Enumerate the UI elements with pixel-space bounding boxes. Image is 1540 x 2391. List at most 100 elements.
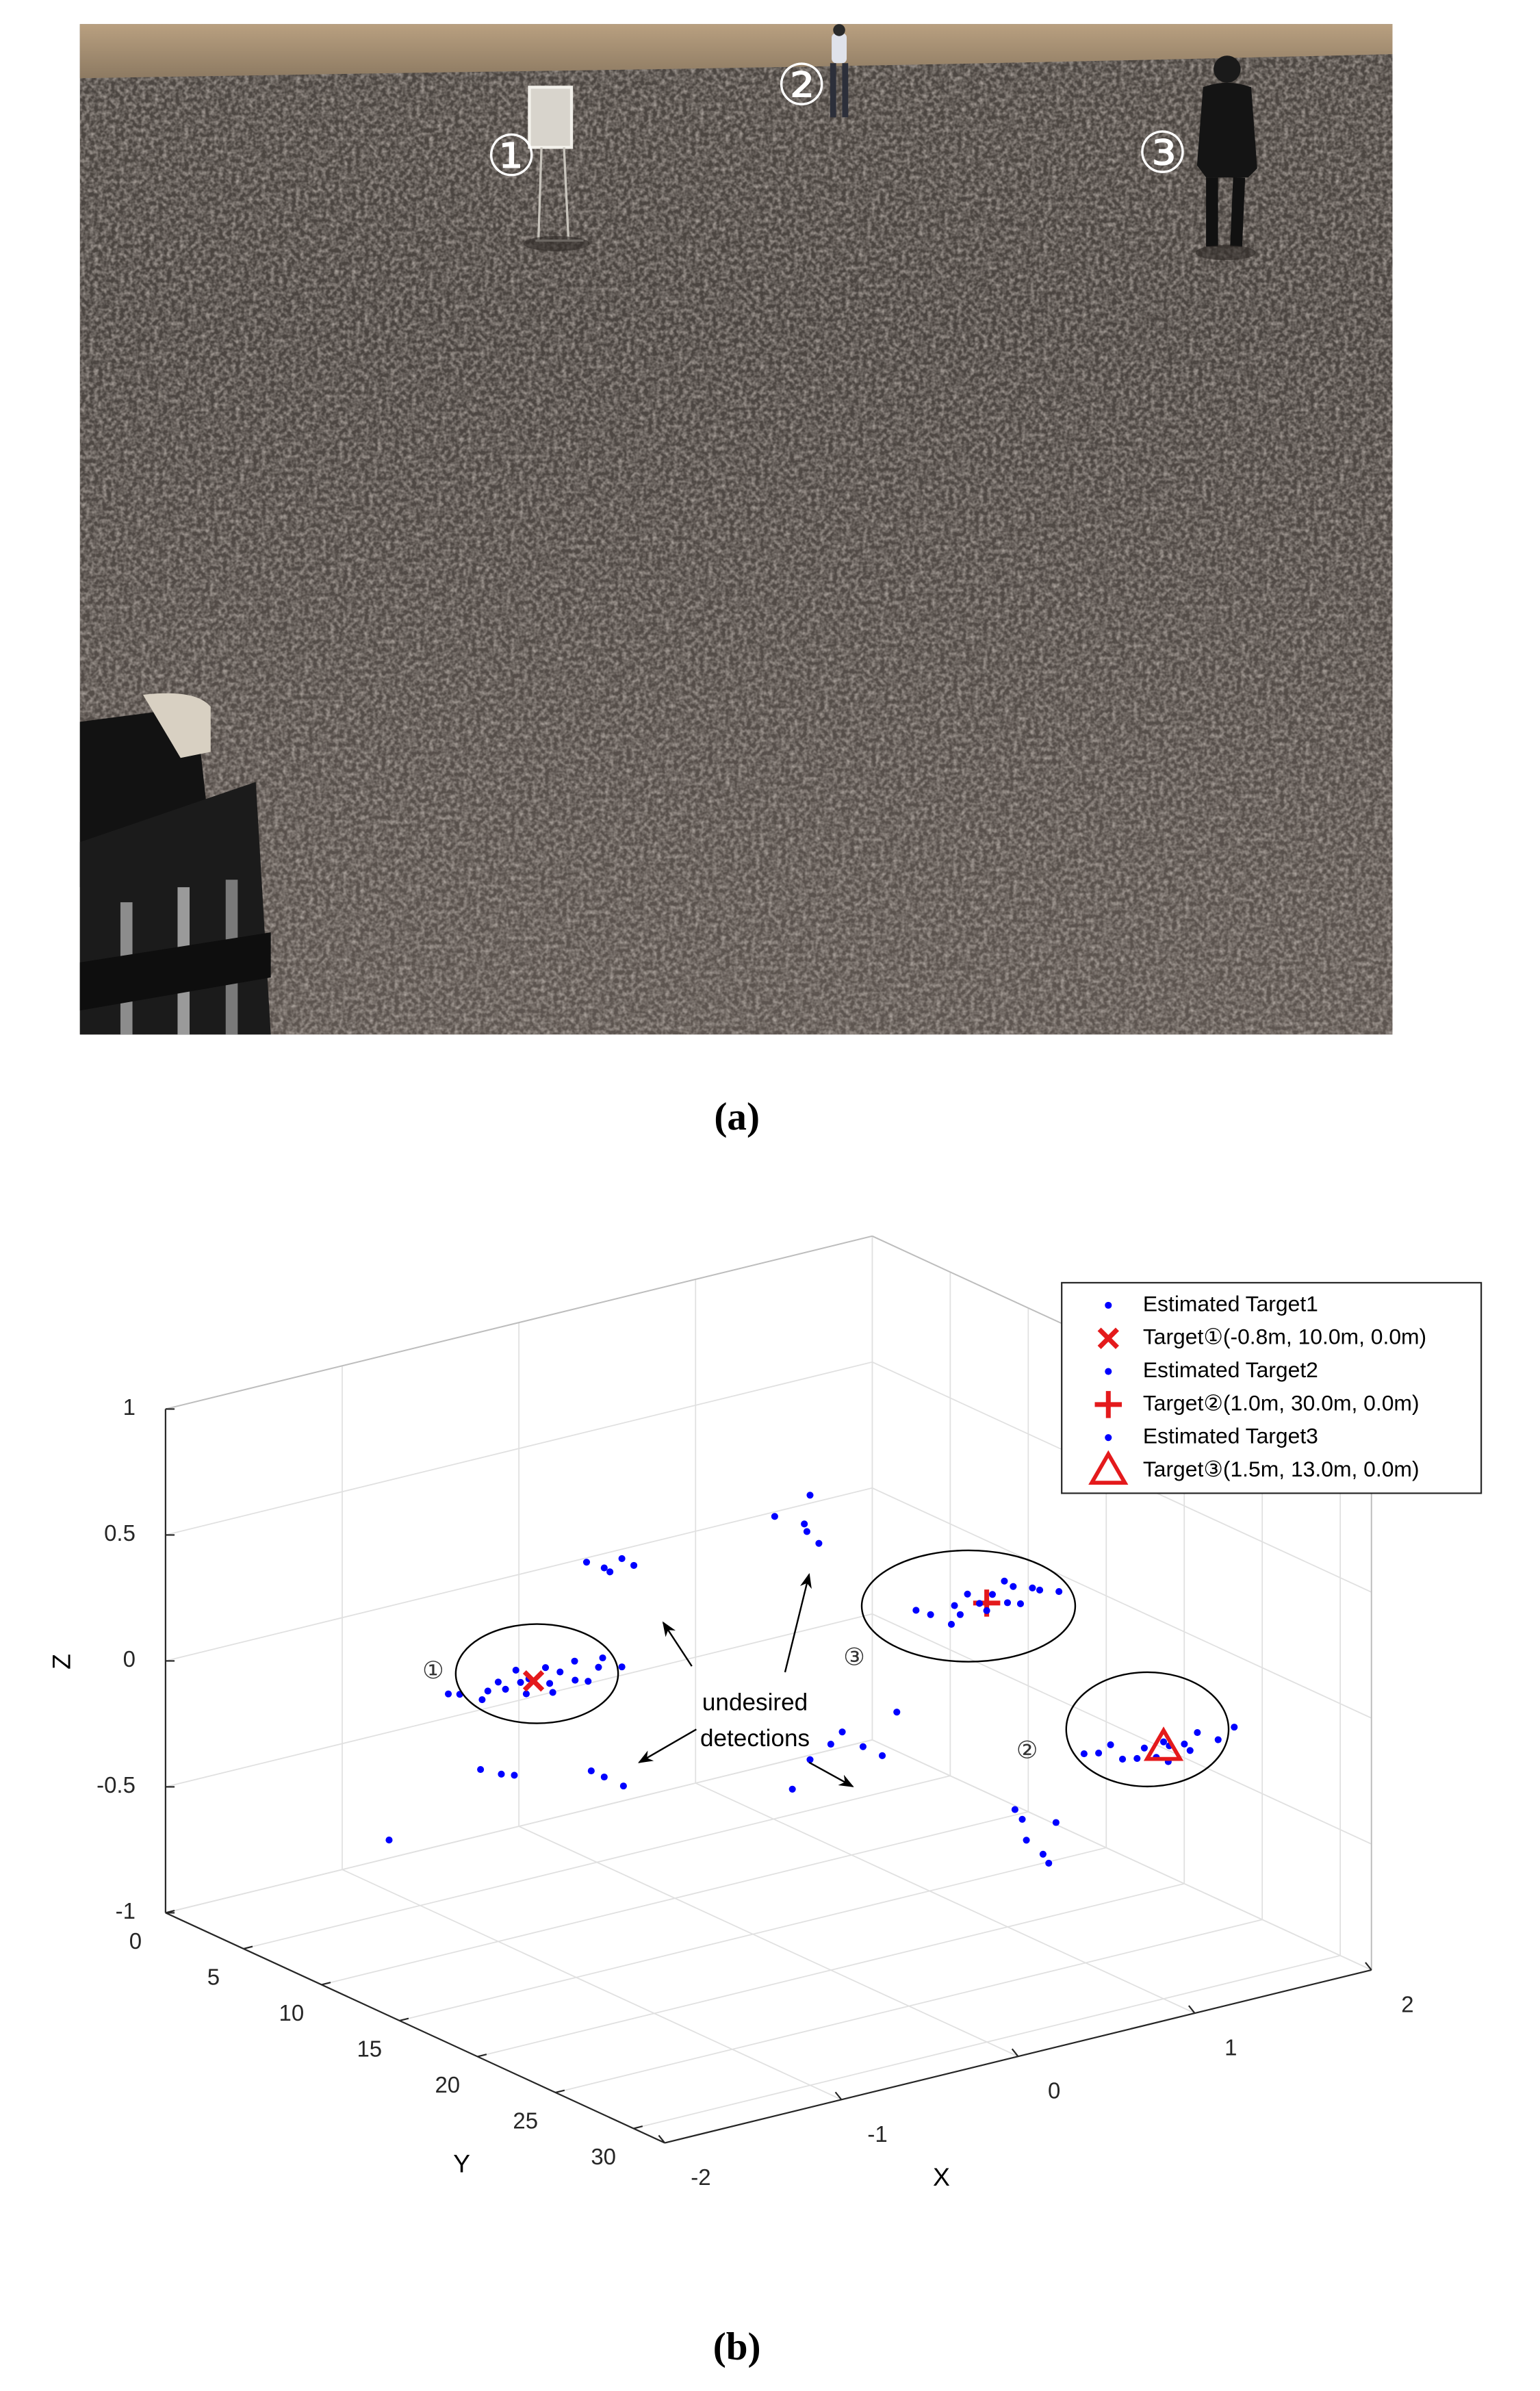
photo-label: ② [776,55,827,118]
cluster-label: ① [422,1657,444,1684]
arrow [808,1761,854,1787]
legend-marker [1094,1391,1122,1418]
data-point [1095,1749,1103,1757]
data-point [803,1528,810,1535]
y-tick [165,1910,175,1914]
data-point [599,1654,606,1662]
photo-panel [528,86,574,149]
data-point [494,1678,502,1686]
data-point [1036,1586,1044,1594]
data-point [947,1620,955,1628]
data-point [983,1607,990,1615]
y-tick-label: 10 [279,2000,305,2025]
cluster-label: ② [1016,1737,1038,1764]
y-tick-label: 0 [129,1928,142,1954]
photo-device [79,693,271,1035]
data-point [556,1668,564,1676]
data-point [859,1743,867,1750]
z-tick-label: -0.5 [97,1772,136,1798]
photo-person2-body [832,33,847,64]
photo-label: ③ [1137,123,1188,186]
data-point [1052,1819,1060,1826]
data-point [571,1657,578,1665]
y-tick-label: 5 [207,1965,220,1990]
data-point [878,1752,886,1759]
data-point [1214,1736,1222,1743]
y-tick [243,1945,253,1949]
data-point [975,1600,984,1607]
target-marker [1143,1726,1184,1761]
caption: (b) [713,2325,761,2368]
data-point [893,1709,901,1716]
photo-label: ① [486,125,537,188]
data-point [1039,1850,1047,1858]
data-point [1080,1750,1088,1758]
grid-line [633,1955,1341,2130]
y-tick [477,2054,487,2058]
z-tick-label: 1 [123,1394,136,1420]
data-point [771,1513,778,1520]
data-point [498,1770,505,1778]
y-tick [633,2125,643,2130]
data-point [827,1740,834,1748]
arrow [784,1572,812,1673]
data-point [600,1564,608,1572]
data-point [1003,1599,1012,1607]
grid-line [518,1826,1018,2057]
data-point [1186,1747,1194,1754]
data-point [1001,1577,1008,1585]
target-marker [522,1670,545,1692]
x-tick-label: 1 [1224,2034,1237,2060]
x-tick-label: -1 [867,2121,887,2147]
data-point [1018,1815,1026,1823]
data-point [1023,1837,1030,1844]
data-point [838,1728,846,1736]
legend-marker [1105,1301,1112,1309]
cluster-ellipse [454,1623,619,1724]
data-point [549,1689,556,1696]
data-point [912,1607,920,1614]
data-point [595,1663,602,1671]
data-point [1016,1600,1025,1608]
y-tick [555,2089,565,2094]
data-point [927,1611,934,1618]
data-point [1045,1859,1053,1867]
grid-line [695,1782,1195,2014]
data-point [630,1561,638,1569]
photo-grass [79,24,1393,79]
data-point [1181,1740,1188,1748]
cluster-ellipse [1065,1671,1230,1788]
y-tick-label: 20 [435,2072,460,2097]
grid-line [872,1487,1372,1719]
y-axis-label: Y [453,2149,470,2177]
legend-marker [1105,1434,1112,1442]
cluster-label: ③ [843,1644,865,1670]
data-point [1029,1584,1036,1591]
x-tick-label: 0 [1048,2078,1060,2104]
data-point [964,1590,971,1598]
legend-label: Estimated Target3 [1143,1424,1318,1448]
caption: (a) [714,1095,760,1138]
data-point [1011,1806,1018,1813]
data-point [606,1568,614,1576]
data-point [1010,1583,1017,1590]
x-tick [658,2134,666,2144]
photo-shadow [523,235,590,251]
data-point [587,1767,595,1775]
data-point [988,1591,997,1598]
data-point [517,1678,524,1686]
grid-line [321,1811,1029,1986]
legend-marker [1088,1450,1129,1485]
data-point [585,1678,592,1685]
y-tick-label: 15 [357,2036,382,2062]
grid-line [342,1869,842,2101]
axis-line [165,1912,665,2144]
data-point [572,1676,579,1684]
legend-label: Estimated Target2 [1143,1357,1318,1382]
z-axis-label: Z [47,1654,75,1670]
data-point [1231,1724,1238,1731]
x-tick [1011,2048,1019,2057]
data-point [956,1611,964,1618]
grid-line [165,1739,873,1914]
